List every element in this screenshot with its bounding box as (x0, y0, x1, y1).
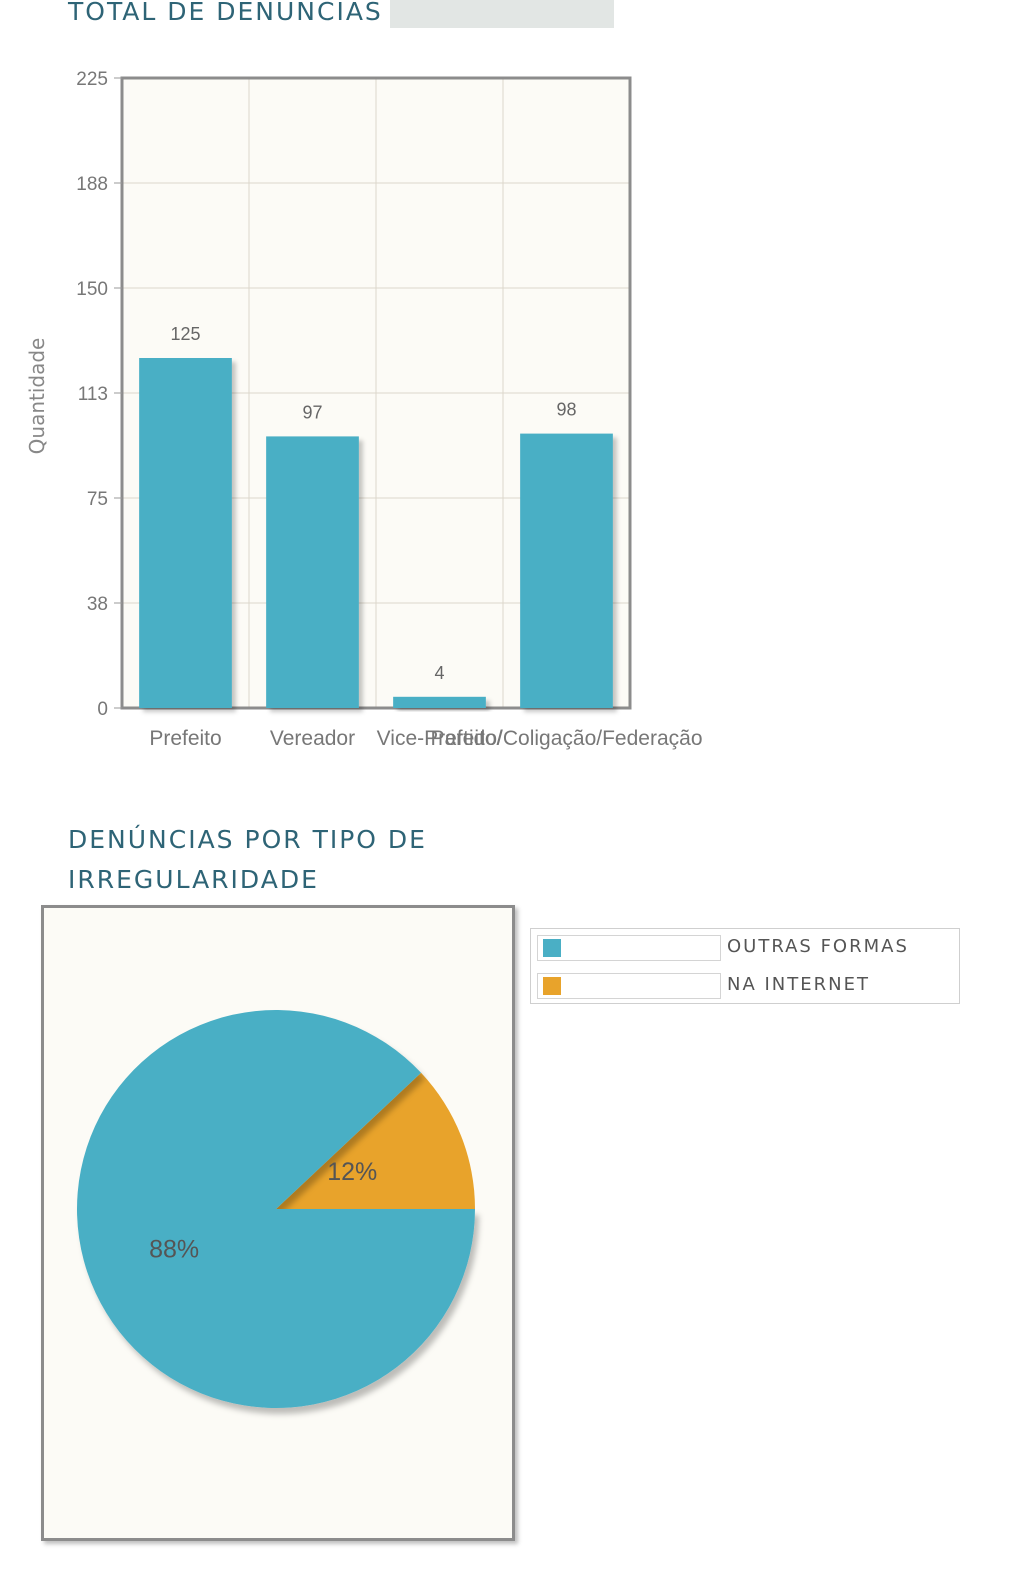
x-axis-labels: Prefeito Vereador Vice-Prefeito/Partido/Co… (149, 727, 702, 750)
bar-value-label: 125 (170, 324, 200, 344)
bar-value-label: 4 (434, 663, 444, 683)
x-category-label: Vereador (270, 727, 355, 750)
legend-frame (537, 973, 721, 999)
bar-value-label: 97 (302, 402, 322, 422)
pie-percent-label: 88% (149, 1236, 199, 1264)
pie-slice (77, 1010, 476, 1408)
y-axis-ticks: 0 38 75 113 150 188 225 (76, 69, 122, 720)
legend-label: OUTRAS FORMAS (727, 936, 909, 957)
pie-data-labels: 12% 88% (149, 1158, 377, 1264)
x-category-label: Prefeito (149, 727, 221, 750)
legend-item-na-internet: NA INTERNET (537, 973, 957, 999)
legend-swatch (543, 977, 561, 995)
y-tick-label: 0 (97, 699, 108, 720)
pie-chart: 12% 88% (77, 1010, 476, 1408)
bar-chart-title: TOTAL DE DENÚNCIAS (68, 0, 383, 26)
pie-legend: OUTRAS FORMAS NA INTERNET (530, 928, 960, 1004)
pie-percent-label: 12% (327, 1158, 377, 1186)
pie-chart-panel: 12% 88% (41, 905, 515, 1541)
bar-chart: 0 38 75 113 150 188 225 125 97 4 98 Prefeito Verea… (25, 69, 703, 750)
y-tick-label: 75 (87, 489, 108, 510)
bar (520, 433, 613, 708)
bar (266, 436, 359, 708)
y-tick-label: 113 (78, 384, 108, 405)
pie-slice (276, 1072, 475, 1209)
y-tick-label: 38 (87, 594, 108, 615)
bar-value-label: 98 (556, 400, 576, 420)
x-category-label: Vice-Prefeito/ (377, 727, 503, 750)
y-axis-label: Quantidade (25, 338, 49, 455)
y-tick-label: 188 (76, 174, 108, 195)
bar-series: 125 97 4 98 (139, 324, 613, 708)
legend-label: NA INTERNET (727, 974, 870, 995)
title-placeholder-box (390, 0, 614, 28)
bar (393, 696, 486, 708)
y-tick-label: 150 (76, 279, 108, 300)
legend-swatch (543, 939, 561, 957)
pie-chart-title: DENÚNCIAS POR TIPO DE IRREGULARIDADE (68, 825, 427, 894)
y-tick-label: 225 (76, 69, 108, 90)
legend-frame (537, 935, 721, 961)
x-category-label: Partido/Coligação/Federação (431, 727, 703, 750)
bar (139, 358, 232, 708)
legend-item-outras-formas: OUTRAS FORMAS (537, 935, 957, 961)
pie-slices (77, 1010, 476, 1408)
